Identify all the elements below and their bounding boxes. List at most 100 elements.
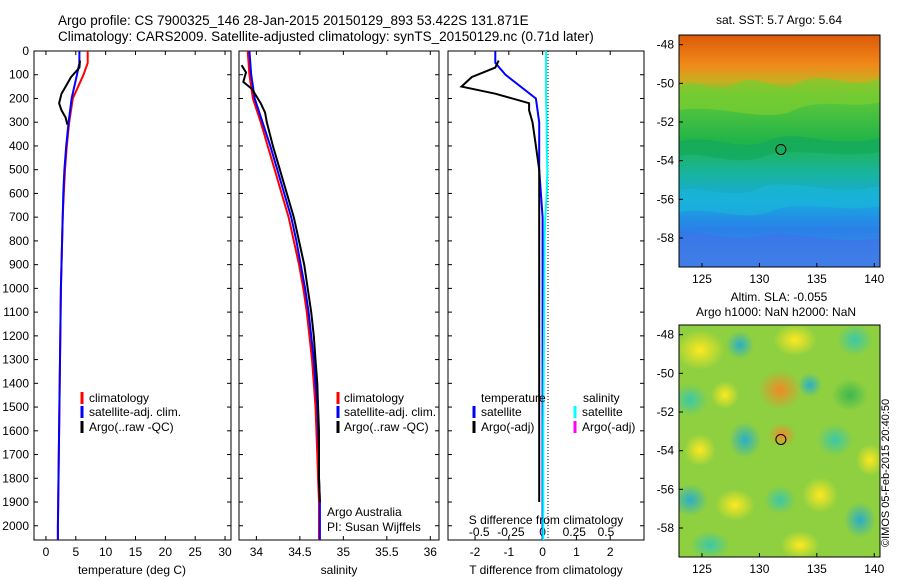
sla-map-title-line2: Argo h1000: NaN h2000: NaN [696,305,856,319]
sla-map-panel: Altim. SLA: -0.055 Argo h1000: NaN h2000… [657,290,885,576]
lon-tick-label: 135 [807,562,827,576]
lat-tick-label: -52 [657,405,675,419]
x-tick-label: 30 [218,545,232,559]
depth-tick-label: 1400 [2,376,29,390]
series-line [542,51,549,540]
depth-tick-label: 1900 [2,495,29,509]
figure-title-line1: Argo profile: CS 7900325_146 28-Jan-2015… [58,13,529,28]
lon-tick-label: 125 [692,272,712,286]
depth-tick-label: 500 [9,163,29,177]
sla-map-title-line1: Altim. SLA: -0.055 [731,290,828,304]
lon-tick-label: 135 [807,272,827,286]
s-tick-label: -0.5 [469,525,490,539]
depth-tick-label: 1200 [2,329,29,343]
t-difference-axis: -2 -1 0 1 2 [470,51,614,559]
argo-location-marker [775,433,787,445]
temperature-series [56,51,89,540]
x-tick-label: 1 [573,545,580,559]
figure-title-line2: Climatology: CARS2009. Satellite-adjuste… [58,29,594,44]
s-tick-label: 0.25 [563,525,587,539]
legend-label-climatology: climatology [89,391,149,405]
depth-tick-label: 900 [9,258,29,272]
x-tick-label: 35.5 [375,545,399,559]
lon-tick-label: 125 [692,562,712,576]
temperature-axis: 0 5 10 15 20 25 30 [43,51,232,559]
legend-label-temp-satellite: satellite [481,405,522,419]
difference-depth-ticks [448,50,644,527]
series-line [240,64,321,503]
x-tick-label: 0 [43,545,50,559]
legend-header-salinity: salinity [583,391,620,405]
sla-map-frame [678,324,881,558]
s-tick-label: 0.5 [598,525,615,539]
temperature-legend: climatology satellite-adj. clim. Argo(..… [80,391,181,434]
legend-label-satellite-adj: satellite-adj. clim. [89,405,181,419]
temperature-panel: 0100200300400500600700800900100011001200… [2,44,232,577]
x-tick-label: 0 [539,545,546,559]
lat-tick-label: -50 [657,76,675,90]
sst-green-band [679,136,880,161]
temperature-plot-frame [33,50,232,541]
salinity-axis: 34 34.5 35 35.5 36 [250,51,438,559]
x-tick-label: 34 [250,545,264,559]
x-tick-label: 36 [424,545,438,559]
sla-field [679,325,880,557]
depth-tick-label: 700 [9,210,29,224]
legend-label-sal-argo: Argo(-adj) [582,420,635,434]
series-line [494,51,544,540]
x-tick-label: 5 [72,545,79,559]
s-difference-label: S difference from climatology [469,513,624,527]
sst-field [679,35,880,267]
depth-tick-label: 800 [9,234,29,248]
sst-map-frame [678,34,881,268]
lon-tick-label: 140 [864,562,884,576]
x-tick-label: 2 [607,545,614,559]
x-tick-label: 35 [337,545,351,559]
x-tick-label: 34.5 [288,545,312,559]
x-tick-label: 25 [189,545,203,559]
x-tick-label: 15 [129,545,143,559]
depth-tick-label: 400 [9,139,29,153]
series-line [56,51,81,540]
legend-label-temp-argo: Argo(-adj) [481,420,534,434]
x-tick-label: -1 [503,545,514,559]
depth-tick-label: 1100 [3,305,29,319]
lat-tick-label: -56 [657,192,675,206]
series-line [459,60,541,502]
lat-tick-label: -58 [657,521,675,535]
salinity-panel: 34 34.5 35 35.5 36 salinity climatology sate… [238,50,440,577]
salinity-series [240,50,321,540]
difference-legend: temperature salinity satellite Argo(-adj… [472,391,635,434]
depth-axis: 0 100 200 300 400 500 600 700 800 900 1000 1100 1200… [2,44,231,533]
depth-tick-label: 1000 [2,281,29,295]
salinity-legend: climatology satellite-adj. clim. Argo(..… [336,391,436,434]
depth-tick-label: 1500 [2,400,29,414]
annotation-argo-australia: Argo Australia [327,505,402,519]
legend-label-climatology: climatology [344,391,404,405]
lat-tick-label: -58 [657,231,675,245]
series-line [246,50,320,540]
lon-tick-label: 140 [864,272,884,286]
sst-map-title: sat. SST: 5.7 Argo: 5.64 [716,13,842,27]
lon-tick-label: 130 [749,562,769,576]
depth-tick-label: 300 [9,115,29,129]
temperature-xlabel: temperature (deg C) [78,563,186,577]
lon-tick-label: 130 [749,272,769,286]
salinity-depth-ticks [239,50,439,527]
argo-location-marker [775,143,787,155]
sst-map-axes: 125 130 135 140 -48 -50 -52 -54 -56 -58 [657,38,885,286]
salinity-xlabel: salinity [321,563,358,577]
depth-tick-label: 0 [22,44,29,58]
lat-tick-label: -52 [657,115,675,129]
legend-label-argo: Argo(..raw -QC) [89,420,174,434]
lat-tick-label: -54 [657,154,675,168]
difference-panel: -2 -1 0 1 2 -0.5 -0.25 0 0.25 0.5 S difference f… [447,50,645,577]
sst-blue-band [679,231,880,267]
s-difference-axis: -0.5 -0.25 0 0.25 0.5 [469,525,615,539]
legend-label-argo: Argo(..raw -QC) [344,420,429,434]
difference-series [459,51,549,540]
series-line [58,60,81,125]
lat-tick-label: -48 [657,328,675,342]
depth-tick-label: 1300 [2,353,29,367]
